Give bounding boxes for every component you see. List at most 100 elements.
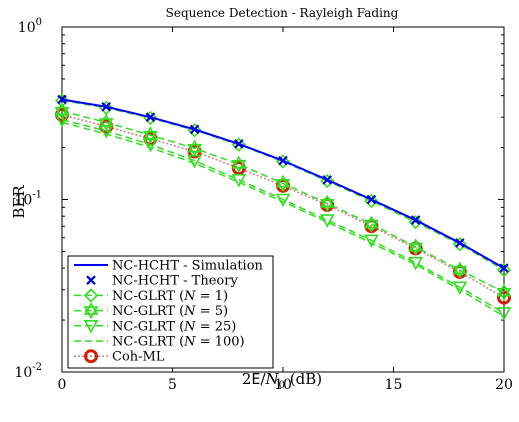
x-axis-label: 2E/N0 (dB) [242,370,322,391]
marker-shape [408,242,423,256]
marker-shape [408,238,423,252]
marker-shape [364,234,379,248]
marker-shape [54,106,70,120]
series-line [61,98,505,270]
legend-label: NC-GLRT (N = 5) [112,304,228,319]
marker-shape [143,130,158,144]
data-point [143,126,158,144]
marker-shape [187,139,202,153]
marker-shape [496,287,512,301]
series-line [61,114,505,299]
marker-shape [364,193,379,209]
marker-shape [452,237,467,252]
legend-label: NC-HCHT - Simulation [112,259,264,274]
marker-shape [496,283,512,297]
data-point [364,215,379,233]
marker-shape [84,349,98,364]
data-point [98,113,114,131]
marker-stroke [86,275,96,285]
y-axis-label: BER [10,185,28,219]
data-point [408,214,423,230]
data-point [496,262,512,278]
x-tick-label: 0 [58,377,67,393]
series-4 [54,113,512,321]
series-line [61,119,505,314]
x-tick-label: 5 [168,377,177,393]
series-line [61,121,505,318]
marker-shape [231,159,247,173]
data-point [452,261,468,279]
data-point [364,234,379,248]
y-tick-label: 10-2 [14,362,42,381]
legend-label: NC-GLRT (N = 25) [112,319,236,334]
plot-area: 0 5 10 15 20 100 10-1 10-2 [14,17,512,393]
legend-marker [83,319,99,334]
marker-shape [364,215,379,229]
data-point [143,138,158,153]
data-point [408,238,423,256]
y-tick-label: 10-1 [14,190,42,209]
data-point [319,214,335,228]
marker-shape [408,256,423,271]
series-3 [54,102,512,301]
data-point [408,256,423,271]
marker-shape [319,194,335,208]
series-0 [61,98,505,270]
marker-shape [496,262,512,278]
marker-shape [319,199,335,212]
data-point [364,193,379,209]
x-tick-label: 20 [495,377,513,393]
data-point [275,193,291,208]
data-point [231,155,247,173]
marker-shape [83,288,99,303]
data-point [452,281,468,295]
marker-shape [231,174,247,188]
marker-shape [98,118,114,131]
chart-title: Sequence Detection - Rayleigh Fading [166,6,399,20]
marker-shape [187,144,202,157]
y-tick-label: 100 [18,17,42,36]
data-point [54,93,70,108]
x-tick-label: 15 [385,377,403,393]
marker-shape [98,113,114,127]
data-point [231,174,247,188]
marker-shape [319,214,335,228]
marker-shape [408,214,423,230]
marker-shape [496,307,512,321]
marker-shape [143,138,158,153]
legend-label: NC-GLRT (N = 100) [112,335,245,350]
marker-shape [143,126,158,140]
legend-marker [83,301,99,320]
legend-label: NC-HCHT - Theory [112,274,238,289]
data-point [496,307,512,321]
data-point [187,139,202,157]
marker-shape [83,301,99,315]
marker-shape [275,179,291,192]
legend-marker [83,288,99,303]
marker-shape [364,219,379,233]
marker-shape [231,155,247,169]
legend-marker [86,275,96,285]
data-point [452,237,467,252]
x-tick-label: 10 [274,377,292,393]
series-5 [61,121,505,318]
legend-box [67,255,274,369]
data-point [54,102,70,120]
legend-label: NC-GLRT (N = 1) [112,289,228,304]
marker-shape [452,265,468,279]
marker-shape [54,102,70,116]
marker-shape [54,93,70,108]
marker-shape [275,174,291,188]
legend-marker [84,349,98,364]
legend-label: Coh-ML [112,350,165,365]
marker-shape [83,306,99,320]
data-point [319,194,335,212]
data-point [496,283,512,301]
marker-shape [452,261,468,275]
marker-shape [452,281,468,295]
data-point [275,174,291,192]
marker-shape [83,319,99,334]
marker-shape [275,193,291,208]
